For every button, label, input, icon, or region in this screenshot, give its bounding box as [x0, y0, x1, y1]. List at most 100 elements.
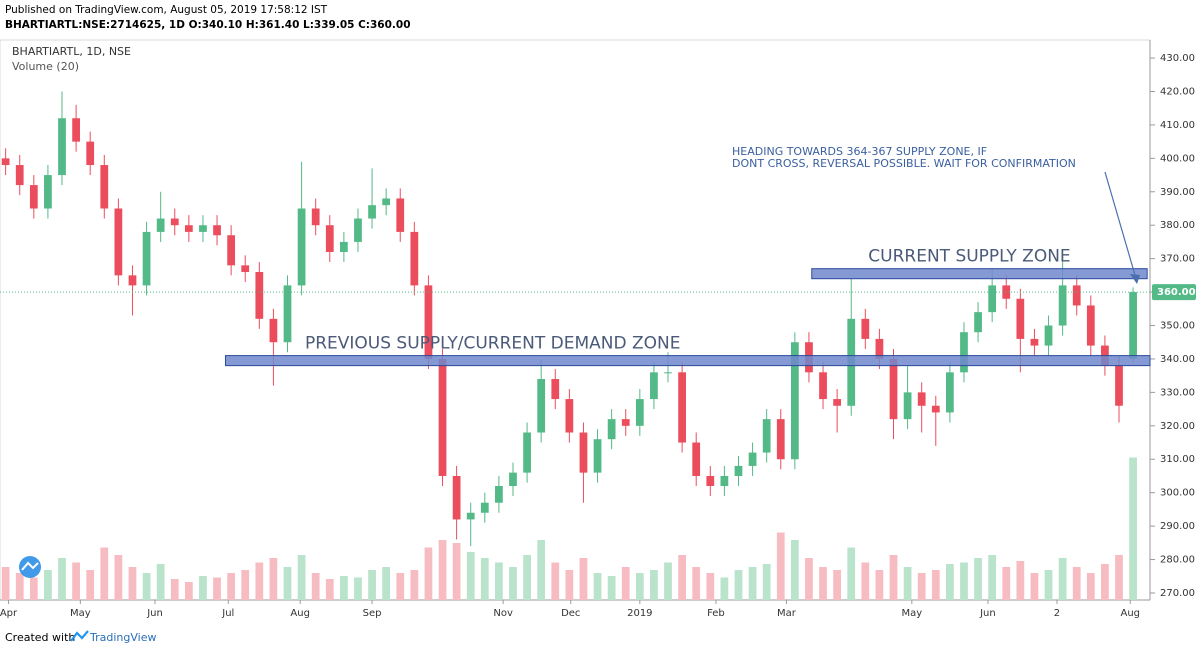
- candle-body: [339, 241, 348, 252]
- candle-body: [184, 225, 193, 232]
- candle-body: [621, 419, 630, 426]
- candle-body: [495, 485, 503, 503]
- candle-body: [142, 231, 151, 286]
- candle-body: [960, 332, 968, 373]
- volume-bar: [946, 564, 954, 600]
- y-tick-label: 390.00: [1160, 187, 1195, 198]
- header-line: Published on TradingView.com, August 05,…: [5, 4, 328, 16]
- footer-text: Created with: [5, 631, 75, 644]
- volume-bar: [114, 555, 123, 600]
- candle-body: [875, 338, 884, 359]
- candle-body: [199, 225, 207, 232]
- candle-body: [1086, 305, 1095, 346]
- zone-label: CURRENT SUPPLY ZONE: [868, 247, 1070, 267]
- candle-body: [29, 185, 38, 209]
- volume-bar: [1072, 567, 1081, 600]
- candle-body: [664, 372, 672, 374]
- volume-bar: [410, 570, 419, 600]
- x-tick-label: Apr: [0, 608, 18, 619]
- volume-bar: [678, 555, 686, 600]
- candle-body: [1115, 365, 1123, 406]
- volume-bar: [988, 555, 997, 600]
- x-tick-label: Feb: [707, 608, 725, 619]
- candle-body: [297, 208, 306, 286]
- candle-body: [692, 442, 701, 476]
- candle-body: [269, 318, 278, 343]
- last-price-box: [1152, 284, 1196, 301]
- candle-body: [227, 235, 236, 266]
- candle-body: [650, 372, 658, 400]
- volume-bar: [199, 576, 207, 600]
- volume-bar: [790, 540, 799, 600]
- candle-body: [255, 272, 264, 319]
- volume-bar: [1129, 457, 1137, 600]
- y-tick-label: 320.00: [1160, 421, 1195, 432]
- volume-bar: [396, 573, 405, 600]
- candle-layer: [1, 91, 1137, 547]
- volume-bar: [170, 579, 179, 600]
- annotation-arrow: [1104, 171, 1138, 283]
- x-tick-label: Mar: [777, 608, 797, 619]
- annotation-line: HEADING TOWARDS 364-367 SUPPLY ZONE, IF: [732, 145, 987, 158]
- volume-bar: [156, 564, 165, 600]
- volume-bar: [805, 558, 813, 600]
- candle-body: [706, 475, 715, 486]
- candle-body: [931, 405, 940, 413]
- volume-bar: [72, 562, 80, 600]
- candle-body: [466, 512, 475, 520]
- annotation-line: DONT CROSS, REVERSAL POSSIBLE. WAIT FOR …: [732, 157, 1076, 170]
- volume-bar: [537, 540, 546, 600]
- volume-bar: [931, 570, 940, 600]
- candle-body: [156, 218, 165, 232]
- overlay-layer: CURRENT SUPPLY ZONE PREVIOUS SUPPLY/CURRE…: [0, 145, 1196, 367]
- volume-bar: [354, 577, 362, 600]
- candle-body: [170, 218, 179, 226]
- footer-logo: [70, 630, 89, 642]
- volume-bar: [1, 567, 10, 600]
- candle-body: [790, 342, 799, 460]
- volume-bar: [1002, 567, 1011, 600]
- y-tick-label: 350.00: [1160, 321, 1195, 332]
- volume-bar: [960, 562, 968, 600]
- candle-body: [537, 379, 546, 433]
- y-tick-label: 270.00: [1160, 588, 1195, 599]
- candle-body: [452, 475, 461, 520]
- candle-body: [1030, 338, 1039, 346]
- candle-body: [734, 465, 743, 476]
- y-tick-label: 380.00: [1160, 220, 1195, 231]
- candle-body: [114, 208, 123, 276]
- annotation-arrowhead: [1130, 274, 1140, 284]
- candle-body: [15, 165, 24, 186]
- candle-body: [100, 165, 109, 209]
- x-tick-label: Jun: [979, 608, 996, 619]
- volume-bar: [255, 562, 264, 600]
- volume-bar: [579, 558, 588, 600]
- y-tick-label: 290.00: [1160, 521, 1195, 532]
- candle-body: [311, 208, 320, 226]
- volume-bar: [1086, 573, 1095, 600]
- volume-bar: [269, 558, 278, 600]
- volume-bar: [974, 558, 982, 600]
- candle-body: [551, 379, 560, 400]
- volume-bar: [495, 562, 503, 600]
- y-tick-label: 310.00: [1160, 454, 1195, 465]
- volume-bar: [1101, 564, 1109, 600]
- candle-body: [410, 231, 419, 286]
- zone-box: [224, 355, 1151, 367]
- volume-bar: [241, 570, 250, 600]
- candle-body: [1058, 285, 1067, 326]
- candle-body: [607, 419, 616, 440]
- candle-body: [635, 399, 644, 426]
- volume-bar: [100, 547, 109, 600]
- candle-body: [974, 312, 982, 333]
- volume-bar: [551, 562, 560, 600]
- candle-body: [480, 502, 489, 513]
- footer-brand[interactable]: TradingView: [89, 631, 156, 644]
- candle-body: [579, 432, 588, 473]
- candle-body: [748, 452, 757, 466]
- volume-bar: [283, 567, 292, 600]
- volume-bar: [1044, 570, 1053, 600]
- candle-body: [438, 358, 447, 476]
- candle-body: [325, 225, 334, 252]
